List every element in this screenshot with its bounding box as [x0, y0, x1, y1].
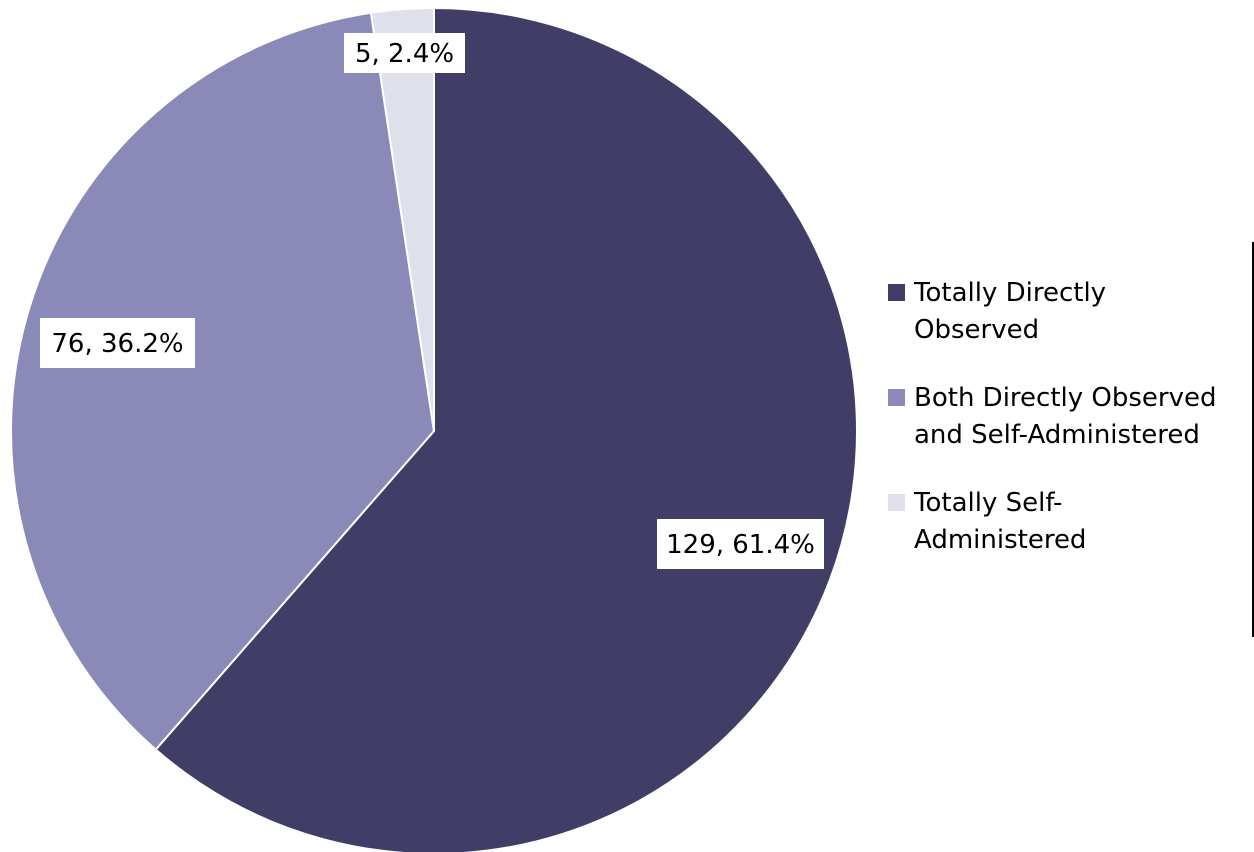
pie-slice-totally-directly-observed — [154, 6, 858, 852]
data-label-text: 76, 36.2% — [51, 329, 183, 359]
data-label-text: 129, 61.4% — [666, 530, 815, 560]
data-label-totally-self-administered: 5, 2.4% — [344, 33, 465, 73]
data-label-text: 5, 2.4% — [355, 39, 454, 69]
legend-swatch-totally-directly-observed — [888, 284, 905, 301]
legend-label-line-2: Observed — [914, 315, 1040, 345]
data-label-box — [40, 318, 195, 368]
frame-edge-line — [1252, 242, 1254, 637]
pie-slice-both-directly-observed-and-self-administered — [10, 11, 436, 751]
legend-item-both-directly-observed-and-self-administered: Both Directly Observed and Self-Administ… — [888, 380, 1248, 454]
legend-label-line-2: and Self-Administered — [914, 420, 1200, 450]
data-label-both-directly-observed-and-self-administered: 76, 36.2% — [40, 318, 195, 368]
data-label-box — [344, 33, 465, 73]
legend-label-line-2: Administered — [914, 525, 1087, 555]
data-label-totally-directly-observed: 129, 61.4% — [657, 519, 824, 569]
legend-label-totally-self-administered: Totally Self- Administered — [914, 485, 1086, 559]
legend-label-both-directly-observed-and-self-administered: Both Directly Observed and Self-Administ… — [914, 380, 1217, 454]
legend-label-line-1: Totally Self- — [914, 488, 1063, 518]
legend: Totally Directly Observed Both Directly … — [888, 275, 1248, 590]
legend-swatch-both-directly-observed-and-self-administered — [888, 389, 905, 406]
legend-label-line-1: Both Directly Observed — [914, 383, 1217, 413]
legend-label-line-1: Totally Directly — [914, 278, 1107, 308]
legend-label-totally-directly-observed: Totally Directly Observed — [914, 275, 1106, 349]
legend-swatch-totally-self-administered — [888, 494, 905, 511]
legend-item-totally-self-administered: Totally Self- Administered — [888, 485, 1248, 559]
legend-item-totally-directly-observed: Totally Directly Observed — [888, 275, 1248, 349]
data-label-box — [657, 519, 824, 569]
pie-slice-totally-self-administered — [369, 6, 435, 432]
